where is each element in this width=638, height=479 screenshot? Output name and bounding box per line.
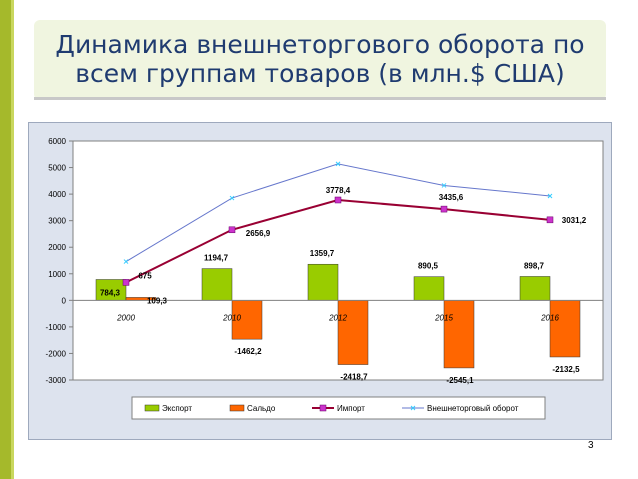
y-tick-label: 0 [62,296,67,305]
accent-bar [0,0,11,479]
legend-marker [319,404,327,412]
label-saldo: 109,3 [147,296,168,305]
y-tick-label: 2000 [48,243,66,252]
title-box [34,20,606,100]
bar-saldo [231,300,263,340]
accent-bar-light [11,0,14,479]
label-export: 890,5 [418,262,439,271]
label-export: 1194,7 [204,254,229,263]
y-tick-label: 3000 [48,217,66,226]
y-tick-label: -1000 [46,323,67,332]
point-import [334,196,342,204]
point-turnover [229,195,235,201]
point-turnover [441,183,447,188]
label-import: 3435,6 [439,193,464,202]
y-tick-label: 1000 [48,270,66,279]
page-number: 3 [588,440,594,451]
point-turnover [335,161,341,167]
point-import [440,205,448,213]
y-tick-label: 5000 [48,164,66,173]
legend-label: Экспорт [162,404,192,413]
point-turnover [123,259,129,264]
point-import [122,279,130,286]
label-export: 1359,7 [310,249,335,258]
label-saldo: -2545,1 [446,376,474,385]
label-import: 3031,2 [562,216,587,225]
x-tick-label: 2012 [328,313,347,322]
label-saldo: -1462,2 [234,347,262,356]
bar-saldo [549,300,581,358]
x-tick-label: 2010 [222,313,241,322]
legend-swatch [144,404,160,412]
point-turnover [547,193,553,199]
bar-export [201,268,233,301]
x-tick-label: 2000 [116,313,135,322]
y-tick-label: -2000 [46,349,67,358]
label-import: 3778,4 [326,186,351,195]
slide-title: Динамика внешнеторгового оборота по всем… [55,30,585,88]
x-tick-label: 2015 [434,313,453,322]
label-import: 2656,9 [246,229,271,238]
legend [131,396,546,420]
bar-saldo [337,300,369,365]
label-saldo: -2132,5 [552,365,580,374]
y-tick-label: 6000 [48,137,66,146]
legend-marker [410,405,416,411]
y-tick-label: -3000 [46,376,67,385]
bar-export [307,263,339,301]
y-tick-label: 4000 [48,190,66,199]
x-tick-label: 2016 [540,313,559,322]
label-import: 675 [138,271,152,280]
title-underline [34,97,606,100]
label-export: 898,7 [524,261,545,270]
point-import [546,216,554,224]
label-export: 784,3 [100,289,121,298]
legend-swatch [229,404,245,412]
point-import [228,226,236,234]
legend-label: Импорт [337,404,365,413]
bar-export [519,276,551,301]
bar-export [413,276,445,301]
bar-saldo [443,300,475,369]
legend-label: Внешнеторговый оборот [427,404,519,413]
legend-label: Сальдо [247,404,276,413]
label-saldo: -2418,7 [340,373,368,382]
